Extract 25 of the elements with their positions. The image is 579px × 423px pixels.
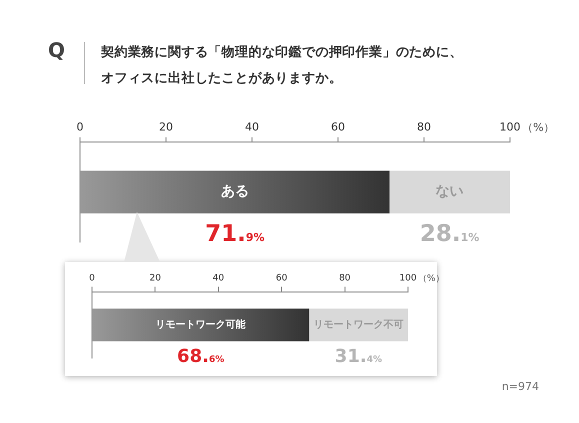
series-label: リモートワーク不可 (313, 319, 404, 330)
series-label: リモートワーク可能 (156, 318, 247, 330)
x-axis-title: （%） (522, 120, 555, 134)
series-label: ない (436, 184, 464, 200)
x-tick-label: 80 (339, 274, 351, 284)
chart-title: 契約業務に関する「物理的な印鑑での押印作業」のために、オフィスに出社したことがありますか。 (101, 44, 464, 88)
text: Q (48, 38, 66, 62)
x-tick-label: 0 (89, 274, 96, 284)
x-tick-label: 60 (331, 120, 345, 134)
text: n=974 (502, 380, 539, 393)
x-tick-label: 0 (76, 120, 84, 134)
x-tick-label: 20 (159, 120, 173, 134)
x-tick-label: 40 (245, 120, 259, 134)
x-tick-label: 40 (212, 274, 224, 284)
x-tick-label: 100 (500, 120, 520, 134)
series-label: ある (220, 184, 249, 200)
data-label: 28.1% (420, 221, 480, 248)
data-label: 68.6% (177, 346, 224, 367)
x-axis-title: （%） (418, 274, 444, 284)
data-label: 71.9% (205, 221, 265, 248)
x-tick-label: 100 (399, 274, 417, 284)
data-label: 31.4% (334, 346, 382, 367)
x-tick-label: 80 (417, 120, 431, 134)
x-tick-label: 60 (276, 274, 288, 284)
x-tick-label: 20 (149, 274, 162, 284)
